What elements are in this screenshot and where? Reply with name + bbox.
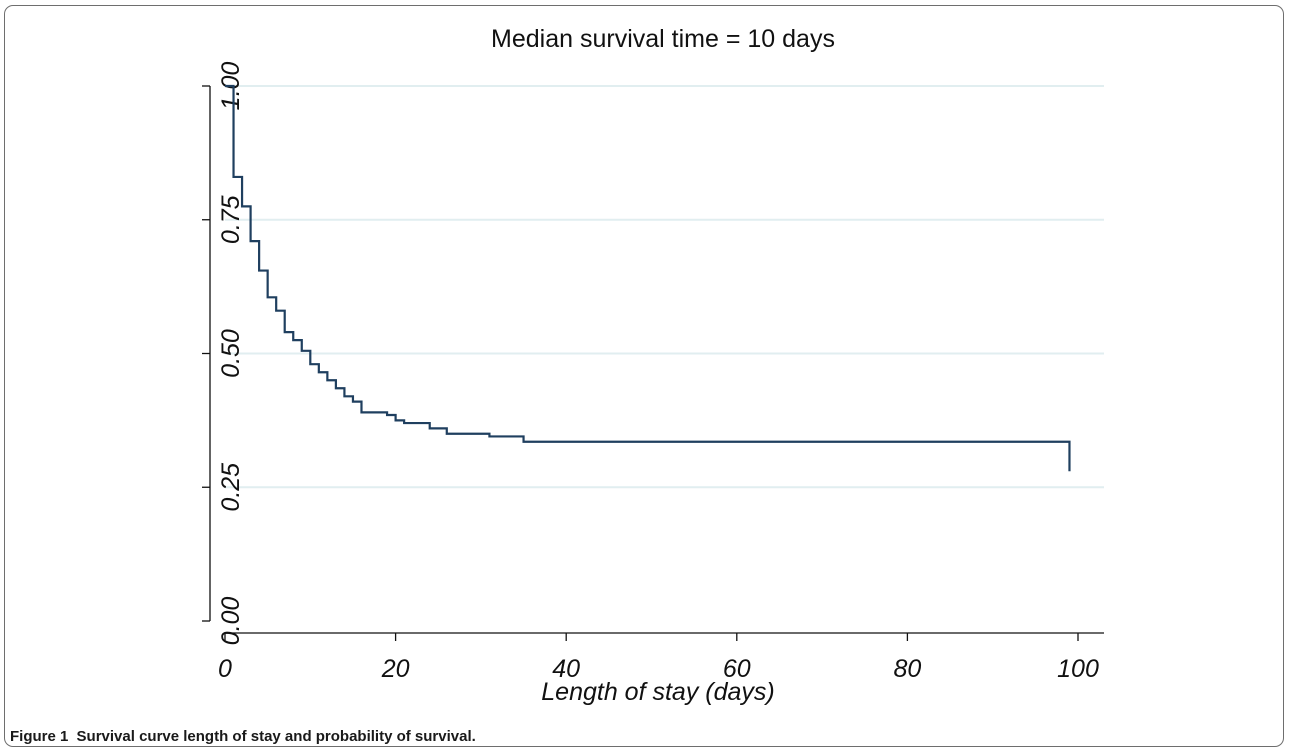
axes <box>202 85 1104 641</box>
caption-text: Survival curve length of stay and probab… <box>76 728 476 745</box>
caption-label: Figure 1 <box>10 728 69 745</box>
figure-frame <box>4 5 1284 747</box>
x-tick-label-1: 20 <box>381 655 410 683</box>
y-tick-label-0: 0.00 <box>217 597 245 646</box>
y-tick-label-3: 0.75 <box>217 195 245 244</box>
survival-chart: 0.000.250.500.751.000 20 40 60 80 100 Median … <box>202 25 1104 706</box>
y-tick-label-1: 0.25 <box>217 463 245 512</box>
gridlines <box>225 85 1104 489</box>
x-tick-label-2: 40 <box>552 655 580 683</box>
y-tick-label-2: 0.50 <box>217 329 245 378</box>
figure-caption: Figure 1 Survival curve length of stay a… <box>10 728 476 745</box>
survival-curve-line <box>225 84 1071 472</box>
x-tick-label-4: 80 <box>893 655 921 683</box>
x-tick-label-3: 60 <box>723 655 751 683</box>
tick-labels: 0.000.250.500.751.000 20 40 60 80 100 <box>217 62 1099 683</box>
chart-title: Median survival time = 10 days <box>491 25 835 53</box>
x-axis-label: Length of stay (days) <box>541 678 774 706</box>
x-tick-label-0: 0 <box>218 655 232 683</box>
x-tick-label-5: 100 <box>1057 655 1099 683</box>
